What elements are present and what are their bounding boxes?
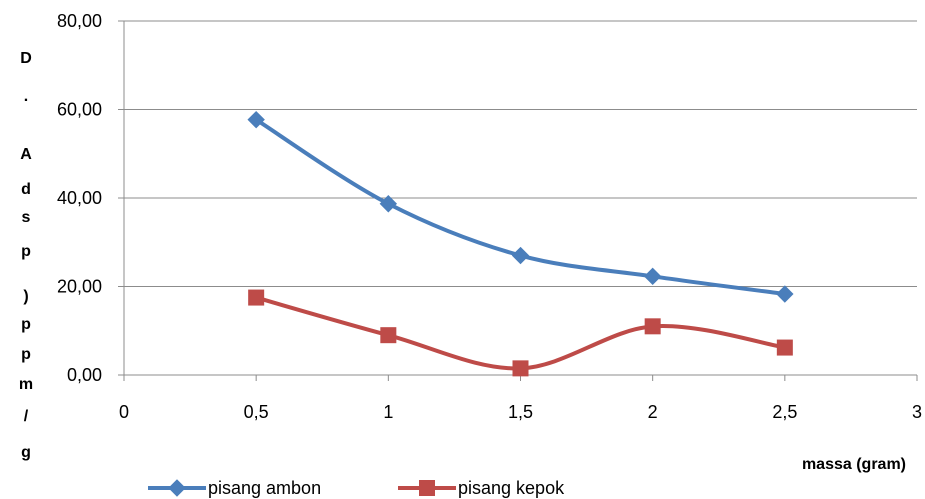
y-axis-label-char: p [21,316,31,333]
y-tick-label: 20,00 [57,277,102,297]
x-tick-label: 3 [912,402,922,422]
y-tick-label: 40,00 [57,188,102,208]
y-axis-label-char: D [20,50,32,67]
series-group [247,110,794,377]
y-tick-label: 0,00 [67,365,102,385]
data-point [380,327,397,344]
y-axis-label-char: p [21,243,31,260]
series-pisang-ambon [247,110,794,303]
x-tick-label: 2,5 [772,402,797,422]
gridlines [124,20,917,287]
y-tick-label: 80,00 [57,11,102,31]
legend-item: pisang kepok [398,478,565,498]
y-axis-label-char: p [21,346,31,363]
y-axis-label-char: ) [23,288,28,305]
axes [118,20,918,381]
data-point [247,110,265,129]
series-line [255,295,786,371]
series-line [255,117,786,297]
y-axis-label-char: / [24,408,29,425]
legend-swatch-marker [419,480,435,496]
data-point [776,339,793,356]
y-axis-label-char: d [21,181,31,198]
data-point [512,360,529,377]
x-tick-label: 1 [383,402,393,422]
y-tick-labels: 0,00 20,00 40,00 60,00 80,00 [57,11,102,385]
y-tick-label: 60,00 [57,100,102,120]
y-axis-label-char: . [24,88,28,105]
data-point [248,289,265,306]
data-point [379,195,398,213]
x-axis-label: massa (gram) [802,456,906,473]
x-tick-label: 0 [119,402,129,422]
y-axis-label-char: g [21,444,31,461]
legend-swatch-marker [168,479,186,497]
y-axis-label-char: s [22,209,31,226]
series-pisang-kepok [248,289,793,377]
x-tick-label: 0,5 [244,402,269,422]
data-point [511,246,530,265]
x-tick-labels: 0 0,5 1 1,5 2 2,5 3 [119,402,922,422]
data-point [644,318,661,335]
data-point [776,285,794,303]
x-tick-label: 2 [648,402,658,422]
legend-label: pisang ambon [208,478,321,498]
y-axis-label-char: m [19,376,33,393]
y-axis-label-char: A [20,146,32,163]
data-point [643,267,662,286]
legend-item: pisang ambon [148,478,321,498]
legend-label: pisang kepok [458,478,565,498]
legend: pisang ambon pisang kepok [148,478,565,498]
x-tick-label: 1,5 [508,402,533,422]
